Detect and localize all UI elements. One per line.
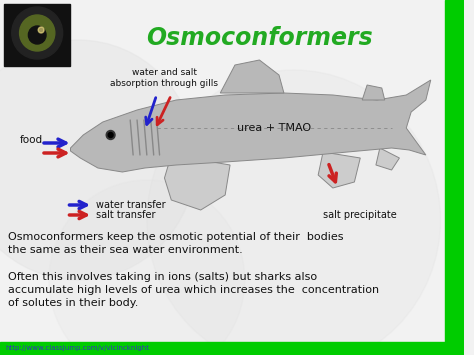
Text: Often this involves taking in ions (salts) but sharks also
accumulate high level: Often this involves taking in ions (salt… <box>8 272 379 308</box>
Circle shape <box>147 70 440 355</box>
Bar <box>0 342 464 355</box>
Circle shape <box>108 132 113 137</box>
Circle shape <box>49 180 245 355</box>
Text: salt precipitate: salt precipitate <box>323 210 397 220</box>
Text: Osmoconformers keep the osmotic potential of their  bodies
the same as their sea: Osmoconformers keep the osmotic potentia… <box>8 232 343 255</box>
Polygon shape <box>220 60 284 93</box>
Polygon shape <box>318 152 360 188</box>
Text: water transfer: water transfer <box>96 200 165 210</box>
Text: http://www.classjump.com/v/vicincknight: http://www.classjump.com/v/vicincknight <box>5 345 149 351</box>
Circle shape <box>0 40 196 280</box>
Circle shape <box>19 15 55 51</box>
Text: salt transfer: salt transfer <box>96 210 155 220</box>
Text: Osmoconformers: Osmoconformers <box>146 26 373 50</box>
Circle shape <box>12 7 63 59</box>
Bar <box>446 0 464 355</box>
Circle shape <box>106 131 115 140</box>
Text: food: food <box>19 135 43 145</box>
Polygon shape <box>376 148 400 170</box>
Polygon shape <box>71 80 431 172</box>
Circle shape <box>38 27 44 33</box>
Text: urea + TMAO: urea + TMAO <box>237 123 311 133</box>
Text: water and salt
absorption through gills: water and salt absorption through gills <box>110 68 219 88</box>
Bar <box>4 4 71 66</box>
Polygon shape <box>362 85 385 100</box>
Polygon shape <box>164 155 230 210</box>
Circle shape <box>28 26 46 44</box>
